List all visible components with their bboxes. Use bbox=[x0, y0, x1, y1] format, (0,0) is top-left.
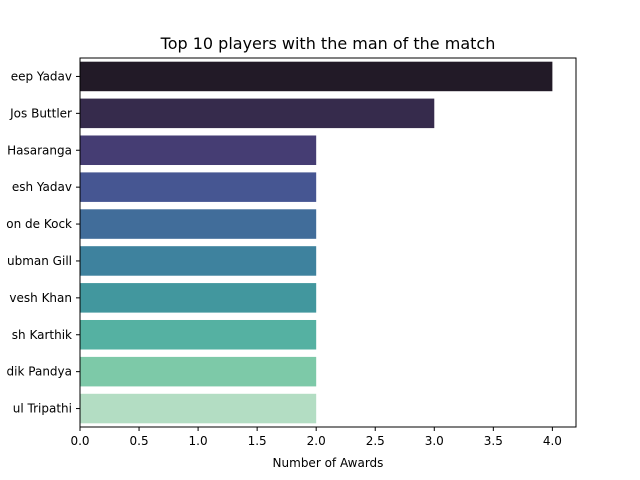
x-tick-label: 1.5 bbox=[248, 434, 267, 448]
bar bbox=[80, 356, 317, 387]
x-tick-label: 1.0 bbox=[189, 434, 208, 448]
x-axis-ticks: 0.0 0.5 1.0 1.5 2.0 2.5 3.0 3.5 4.0 bbox=[70, 427, 562, 448]
y-tick-label: ul Tripathi bbox=[13, 402, 72, 416]
x-tick-label: 2.0 bbox=[307, 434, 326, 448]
y-tick-label: eep Yadav bbox=[11, 69, 72, 83]
bar bbox=[80, 393, 317, 424]
bar bbox=[80, 61, 553, 92]
y-tick-label: esh Yadav bbox=[12, 180, 72, 194]
bar bbox=[80, 98, 435, 129]
y-tick-label: sh Karthik bbox=[12, 328, 72, 342]
bar bbox=[80, 209, 317, 239]
x-tick-label: 3.0 bbox=[425, 434, 444, 448]
x-tick-label: 3.5 bbox=[484, 434, 503, 448]
bar bbox=[80, 283, 317, 313]
y-tick-label: vesh Khan bbox=[9, 291, 72, 305]
x-tick-label: 2.5 bbox=[366, 434, 385, 448]
bar bbox=[80, 246, 317, 276]
y-tick-label: Hasaranga bbox=[7, 143, 72, 157]
bar bbox=[80, 135, 317, 166]
x-tick-label: 0.5 bbox=[130, 434, 149, 448]
bar bbox=[80, 172, 317, 202]
x-tick-label: 0.0 bbox=[70, 434, 89, 448]
plot-frame bbox=[79, 57, 577, 428]
bar bbox=[80, 319, 317, 350]
x-axis-label: Number of Awards bbox=[273, 456, 384, 470]
chart-title: Top 10 players with the man of the match bbox=[160, 34, 496, 53]
y-tick-label: dik Pandya bbox=[7, 365, 72, 379]
y-tick-label: ubman Gill bbox=[7, 254, 72, 268]
y-tick-label: on de Kock bbox=[6, 217, 72, 231]
bars-group bbox=[80, 61, 553, 424]
y-tick-labels: eep Yadav Jos Buttler Hasaranga esh Yadav on… bbox=[6, 69, 80, 416]
x-tick-label: 4.0 bbox=[543, 434, 562, 448]
y-tick-label: Jos Buttler bbox=[9, 106, 72, 120]
